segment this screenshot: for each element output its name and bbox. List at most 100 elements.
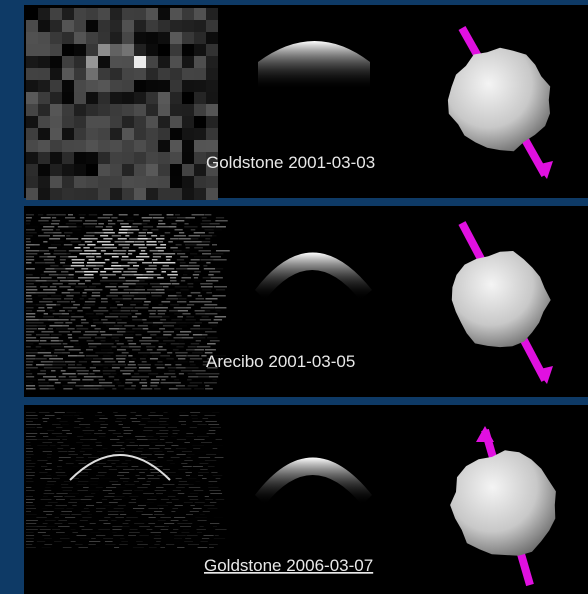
pixel	[86, 104, 98, 116]
pixel	[182, 56, 194, 68]
streak	[41, 466, 47, 467]
streak	[79, 475, 88, 476]
streak	[176, 448, 186, 449]
streak	[26, 412, 36, 413]
streak	[167, 451, 174, 452]
streak	[26, 466, 35, 467]
streak	[49, 274, 59, 276]
pixel	[170, 152, 182, 164]
streak	[26, 328, 37, 330]
pixel	[50, 104, 62, 116]
pixel	[206, 44, 218, 56]
streak	[148, 373, 158, 375]
streak	[56, 436, 67, 437]
streak	[166, 544, 174, 545]
streak	[42, 229, 53, 231]
streak	[68, 451, 74, 452]
streak	[160, 547, 165, 548]
streak	[122, 295, 135, 297]
streak	[196, 340, 201, 342]
streak	[205, 331, 216, 333]
streak	[76, 460, 85, 461]
streak	[103, 523, 110, 524]
streak	[69, 280, 80, 282]
streak	[147, 529, 153, 530]
streak	[34, 244, 39, 246]
streak	[66, 253, 70, 255]
streak	[118, 385, 124, 387]
streak	[204, 505, 214, 506]
streak	[177, 259, 184, 261]
streak	[214, 229, 222, 231]
streak	[112, 484, 121, 485]
streak	[95, 415, 105, 416]
streak	[148, 421, 158, 422]
pixel	[182, 92, 194, 104]
pixel	[170, 8, 182, 20]
streak	[176, 292, 181, 294]
streak	[99, 388, 105, 390]
streak	[26, 529, 38, 530]
pixel	[74, 32, 86, 44]
streak	[26, 289, 37, 291]
streak	[76, 442, 83, 443]
streak	[26, 463, 35, 464]
streak	[170, 304, 179, 306]
streak	[134, 241, 144, 243]
streak	[138, 364, 151, 366]
pixel	[26, 104, 38, 116]
pixel	[110, 20, 122, 32]
streak	[181, 532, 189, 533]
streak	[206, 346, 210, 348]
streak	[114, 547, 119, 548]
streak	[99, 520, 108, 521]
caption-link[interactable]: Goldstone 2006-03-07	[204, 556, 373, 575]
pixel	[86, 68, 98, 80]
streak	[125, 280, 139, 282]
streak	[205, 499, 213, 500]
streak	[68, 382, 77, 384]
streak	[139, 382, 147, 384]
streak	[42, 418, 49, 419]
streak	[56, 499, 65, 500]
pixel	[50, 164, 62, 176]
streak	[83, 247, 89, 249]
streak	[57, 448, 63, 449]
streak	[157, 349, 167, 351]
streak	[166, 298, 178, 300]
streak	[182, 337, 195, 339]
streak	[48, 247, 57, 249]
streak	[51, 334, 62, 336]
streak	[177, 301, 186, 303]
streak	[163, 325, 174, 327]
pixel	[158, 116, 170, 128]
streak	[51, 370, 55, 372]
streak	[142, 337, 152, 339]
streak	[103, 505, 110, 506]
streak	[26, 301, 33, 303]
streak	[64, 496, 75, 497]
streak	[54, 322, 63, 324]
streak	[68, 328, 75, 330]
streak	[121, 307, 134, 309]
streak	[80, 217, 84, 219]
streak	[101, 319, 107, 321]
streak	[26, 490, 35, 491]
streak	[38, 352, 51, 354]
streak	[184, 271, 190, 273]
streak	[102, 277, 107, 279]
streak	[86, 349, 93, 351]
streak	[123, 298, 132, 300]
pixel	[74, 68, 86, 80]
streak	[159, 328, 165, 330]
streak	[122, 247, 129, 249]
streak	[118, 505, 126, 506]
streak	[143, 322, 154, 324]
streak	[192, 241, 202, 243]
streak	[62, 487, 73, 488]
streak	[209, 223, 219, 225]
streak	[176, 244, 182, 246]
streak	[43, 511, 53, 512]
streak	[184, 442, 189, 443]
streak	[200, 469, 208, 470]
